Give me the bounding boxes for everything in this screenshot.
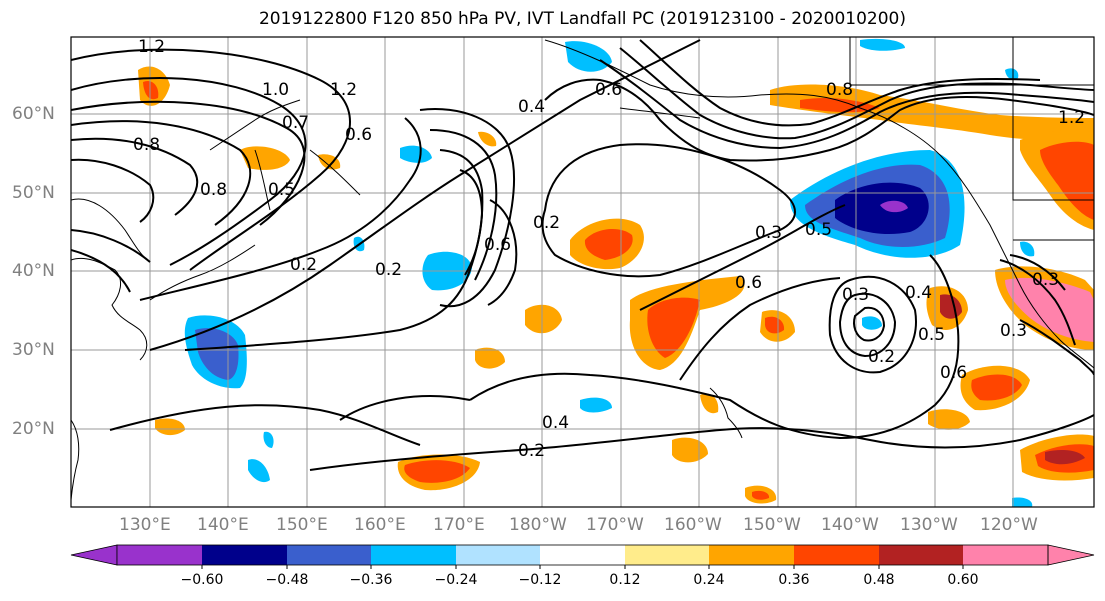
contour-label: 0.8: [200, 180, 227, 200]
colorbar-swatch: [879, 545, 963, 565]
colorbar: [70, 544, 1095, 569]
colorbar-swatch: [1047, 544, 1095, 566]
contour-label: 0.4: [542, 413, 569, 433]
lon-label: 170°E: [433, 515, 485, 535]
colorbar-tick-label: −0.60: [180, 572, 224, 588]
lat-label: 60°N: [12, 104, 55, 124]
contour-label: 0.8: [826, 80, 853, 100]
contour-label: 0.3: [1000, 321, 1027, 341]
contour-label: 1.2: [330, 80, 357, 100]
colorbar-swatch: [202, 545, 287, 565]
colorbar-swatch: [117, 545, 202, 565]
contour-label: 0.5: [268, 180, 295, 200]
contour-labels: 1.2 1.0 1.2 0.8 0.7 0.8 0.5 0.6 0.4 0.6 …: [133, 37, 1085, 461]
lon-label: 130°E: [119, 515, 171, 535]
contour-label: 0.3: [842, 285, 869, 305]
contour-label: 0.4: [518, 97, 545, 117]
contour-label: 0.5: [805, 220, 832, 240]
lat-label: 50°N: [12, 183, 55, 203]
colorbar-swatch: [287, 545, 371, 565]
contour-label: 0.3: [1032, 270, 1059, 290]
contour-label: 0.6: [345, 125, 372, 145]
colorbar-swatch: [70, 544, 118, 566]
colorbar-swatch: [456, 545, 540, 565]
colorbar-tick-label: −0.48: [265, 572, 309, 588]
contour-label: 0.8: [133, 135, 160, 155]
contour-label: 0.6: [940, 363, 967, 383]
colorbar-swatch: [709, 545, 794, 565]
colorbar-tick-label: 0.36: [778, 572, 810, 588]
colorbar-swatch: [625, 545, 709, 565]
lon-label: 130°W: [900, 515, 958, 535]
pv-contours: [71, 39, 1094, 471]
lat-label: 30°N: [12, 340, 55, 360]
shading-layer: [138, 38, 1094, 507]
colorbar-swatch: [371, 545, 456, 565]
contour-label: 0.4: [905, 283, 932, 303]
colorbar-tick-label: −0.24: [434, 572, 478, 588]
contour-label: 0.2: [290, 255, 317, 275]
lon-label: 170°W: [586, 515, 644, 535]
colorbar-swatch: [794, 545, 879, 565]
contour-label: 1.0: [262, 80, 289, 100]
lon-label: 120°W: [980, 515, 1038, 535]
lat-label: 40°N: [12, 261, 55, 281]
map-frame: [70, 36, 1095, 508]
contour-label: 0.2: [518, 441, 545, 461]
lon-label: 150°W: [743, 515, 801, 535]
map-title: 2019122800 F120 850 hPa PV, IVT Landfall…: [258, 9, 906, 29]
contour-label: 0.6: [595, 80, 622, 100]
lat-label: 20°N: [12, 419, 55, 439]
contour-label: 0.2: [868, 347, 895, 367]
lon-label: 160°E: [354, 515, 406, 535]
contour-label: 1.2: [138, 37, 165, 57]
colorbar-tick-label: −0.36: [349, 572, 393, 588]
contour-label: 0.2: [375, 260, 402, 280]
contour-label: 1.2: [1058, 108, 1085, 128]
lon-label: 140°E: [197, 515, 249, 535]
lon-label: 140°W: [821, 515, 879, 535]
contour-label: 0.6: [484, 235, 511, 255]
colorbar-tick-label: 0.24: [693, 572, 725, 588]
colorbar-tick-label: 0.12: [609, 572, 641, 588]
lon-label: 180°W: [509, 515, 567, 535]
lon-label: 160°W: [664, 515, 722, 535]
colorbar-tick-label: −0.12: [518, 572, 562, 588]
colorbar-swatch: [963, 545, 1048, 565]
contour-label: 0.2: [533, 213, 560, 233]
colorbar-swatch: [540, 545, 625, 565]
colorbar-tick-label: 0.60: [947, 572, 979, 588]
contour-label: 0.7: [282, 113, 309, 133]
contour-label: 0.6: [735, 273, 762, 293]
lon-label: 150°E: [276, 515, 328, 535]
colorbar-tick-label: 0.48: [863, 572, 895, 588]
contour-label: 0.5: [918, 325, 945, 345]
contour-label: 0.3: [755, 223, 782, 243]
